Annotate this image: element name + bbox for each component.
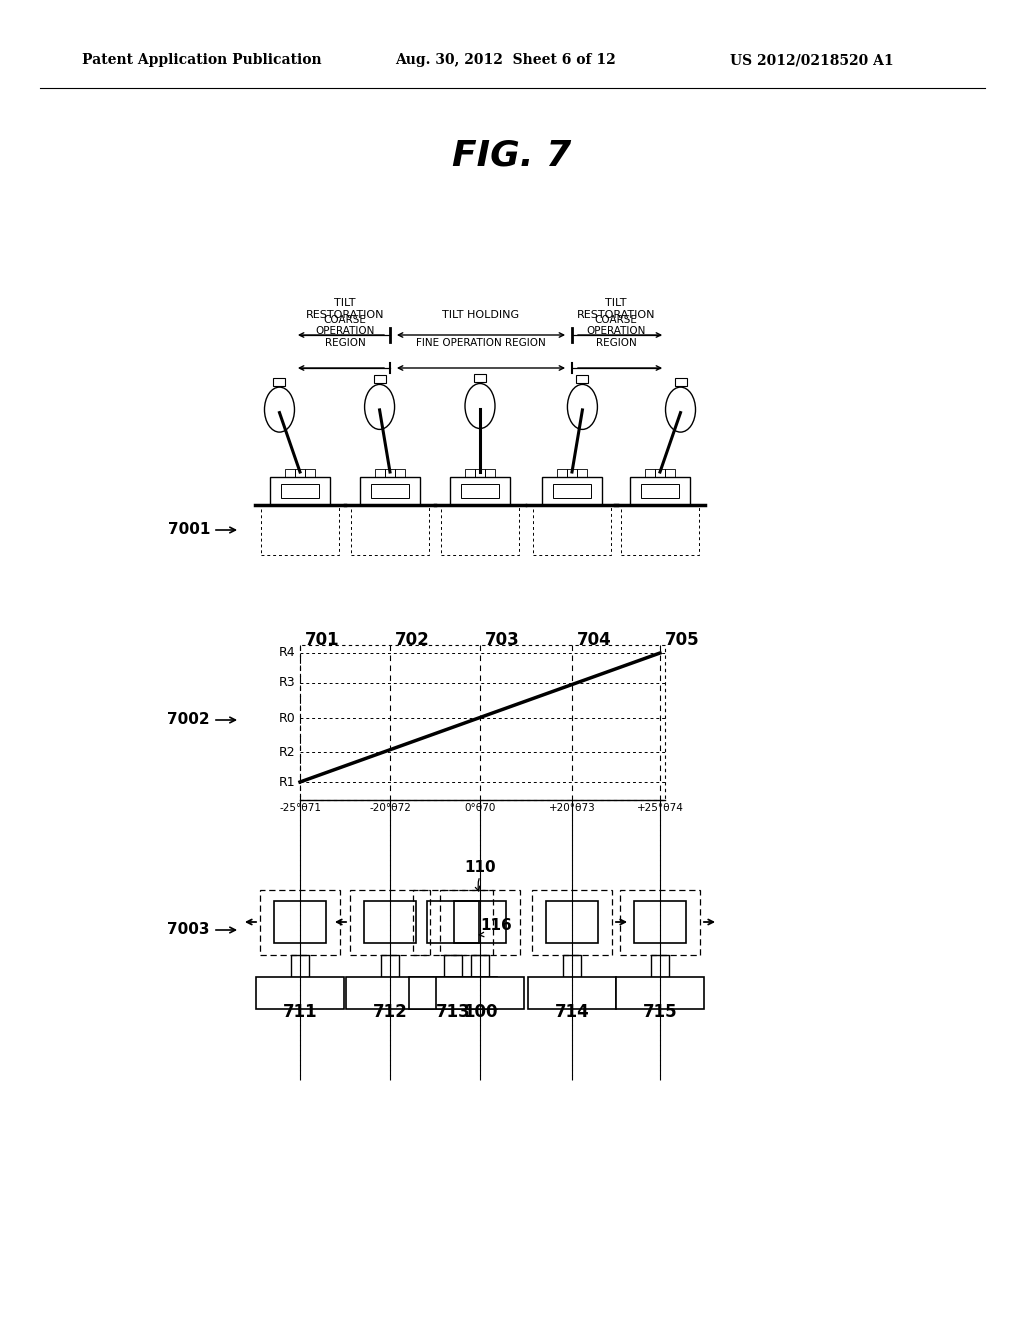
Text: 705: 705 — [665, 631, 699, 649]
Bar — [577, 469, 587, 477]
Bar — [256, 977, 344, 1008]
Bar — [461, 484, 499, 498]
Bar — [409, 977, 497, 1008]
Bar — [630, 477, 690, 506]
Bar — [273, 378, 286, 385]
Text: R1: R1 — [279, 776, 295, 788]
Text: R3: R3 — [279, 676, 295, 689]
Text: FINE OPERATION REGION: FINE OPERATION REGION — [416, 338, 546, 348]
Bar — [475, 469, 485, 477]
Bar — [542, 477, 602, 506]
Text: Aug. 30, 2012  Sheet 6 of 12: Aug. 30, 2012 Sheet 6 of 12 — [395, 53, 615, 67]
Text: 701: 701 — [305, 631, 340, 649]
Bar — [675, 378, 686, 385]
Text: TILT HOLDING: TILT HOLDING — [442, 310, 519, 319]
Bar — [444, 954, 462, 977]
Bar — [577, 375, 589, 383]
Bar — [641, 484, 679, 498]
Text: 704: 704 — [577, 631, 611, 649]
Bar — [440, 890, 520, 954]
Bar — [528, 977, 616, 1008]
Bar — [305, 469, 315, 477]
Bar — [651, 954, 669, 977]
Bar — [441, 506, 519, 554]
Bar — [375, 469, 385, 477]
Bar — [364, 902, 416, 942]
Text: R2: R2 — [279, 746, 295, 759]
Bar — [454, 902, 506, 942]
Bar — [645, 469, 655, 477]
Text: 714: 714 — [555, 1003, 590, 1020]
Text: 713: 713 — [435, 1003, 470, 1020]
Bar — [534, 506, 611, 554]
Bar — [563, 954, 581, 977]
Text: TILT
RESTORATION: TILT RESTORATION — [577, 298, 655, 319]
Text: 7001: 7001 — [168, 523, 210, 537]
Text: -20°θ72: -20°θ72 — [369, 803, 411, 813]
Bar — [655, 469, 665, 477]
Bar — [291, 954, 309, 977]
Bar — [465, 469, 475, 477]
Bar — [270, 477, 330, 506]
Bar — [261, 506, 339, 554]
Text: FIG. 7: FIG. 7 — [453, 139, 571, 172]
Bar — [567, 469, 577, 477]
Bar — [351, 506, 429, 554]
Bar — [616, 977, 705, 1008]
Bar — [485, 469, 495, 477]
Bar — [360, 477, 420, 506]
Text: 110: 110 — [464, 861, 496, 875]
Bar — [450, 477, 510, 506]
Bar — [285, 469, 295, 477]
Bar — [532, 890, 612, 954]
Bar — [260, 890, 340, 954]
Bar — [621, 506, 699, 554]
Text: Patent Application Publication: Patent Application Publication — [82, 53, 322, 67]
Text: 116: 116 — [480, 917, 512, 932]
Text: 100: 100 — [463, 1003, 498, 1020]
Text: 7002: 7002 — [167, 713, 210, 727]
Bar — [546, 902, 598, 942]
Text: COARSE
OPERATION
REGION: COARSE OPERATION REGION — [315, 314, 375, 348]
Bar — [436, 977, 524, 1008]
Text: 711: 711 — [283, 1003, 317, 1020]
Bar — [427, 902, 479, 942]
Text: +20°θ73: +20°θ73 — [549, 803, 595, 813]
Bar — [413, 890, 493, 954]
Text: COARSE
OPERATION
REGION: COARSE OPERATION REGION — [587, 314, 646, 348]
Bar — [374, 375, 386, 383]
Text: 715: 715 — [643, 1003, 677, 1020]
Bar — [281, 484, 319, 498]
Text: +25°θ74: +25°θ74 — [637, 803, 683, 813]
Bar — [634, 902, 686, 942]
Bar — [474, 374, 486, 381]
Bar — [471, 954, 489, 977]
Bar — [300, 645, 665, 800]
Bar — [381, 954, 399, 977]
Bar — [346, 977, 434, 1008]
Text: 703: 703 — [485, 631, 520, 649]
Bar — [553, 484, 591, 498]
Bar — [620, 890, 700, 954]
Bar — [395, 469, 406, 477]
Bar — [295, 469, 305, 477]
Bar — [274, 902, 326, 942]
Text: 712: 712 — [373, 1003, 408, 1020]
Text: 0°θ70: 0°θ70 — [464, 803, 496, 813]
Bar — [385, 469, 395, 477]
Text: -25°θ71: -25°θ71 — [279, 803, 321, 813]
Text: TILT
RESTORATION: TILT RESTORATION — [306, 298, 384, 319]
Text: R4: R4 — [279, 647, 295, 660]
Bar — [665, 469, 675, 477]
Text: US 2012/0218520 A1: US 2012/0218520 A1 — [730, 53, 894, 67]
Bar — [557, 469, 567, 477]
Text: 702: 702 — [395, 631, 430, 649]
Bar — [350, 890, 430, 954]
Bar — [371, 484, 409, 498]
Text: 7003: 7003 — [168, 923, 210, 937]
Text: R0: R0 — [279, 711, 295, 725]
